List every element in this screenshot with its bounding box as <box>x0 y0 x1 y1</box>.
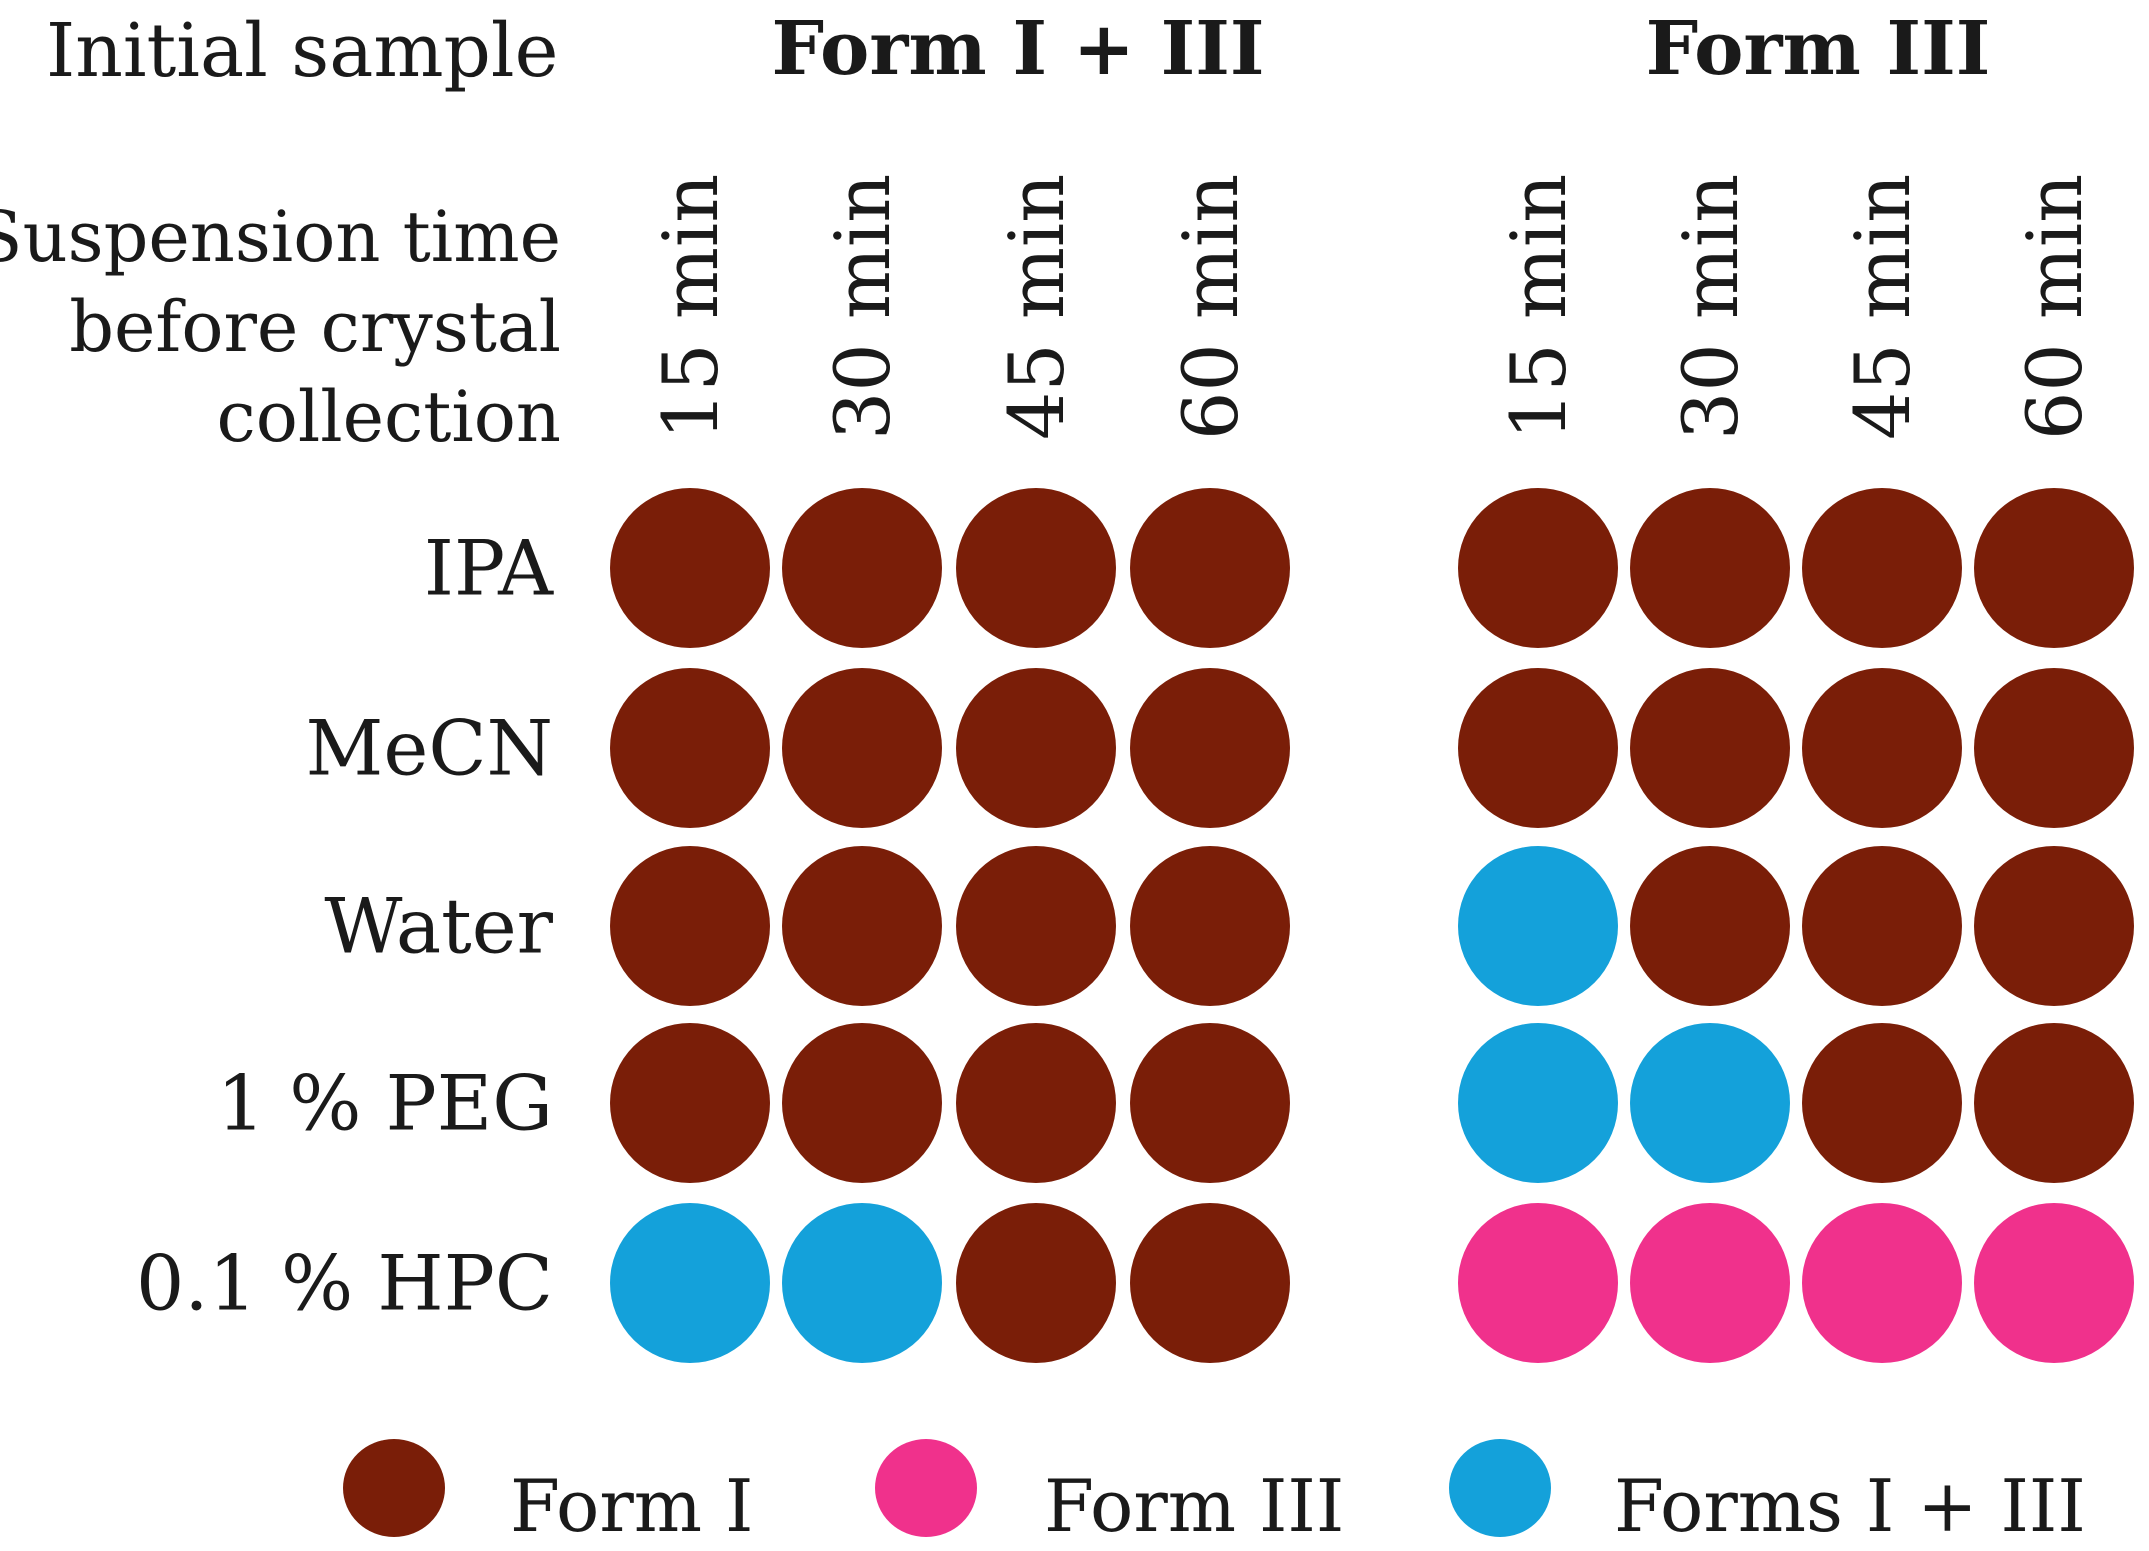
result-dot <box>1802 668 1962 828</box>
result-dot <box>1630 846 1790 1006</box>
result-dot <box>1630 488 1790 648</box>
legend-label: Form I <box>510 1464 754 1548</box>
result-dot <box>1974 1023 2134 1183</box>
result-dot <box>1802 488 1962 648</box>
result-dot <box>956 1023 1116 1183</box>
result-dot <box>1130 846 1290 1006</box>
group-header-form-i-iii: Form I + III <box>771 6 1265 92</box>
result-dot <box>1130 668 1290 828</box>
result-dot <box>1130 1203 1290 1363</box>
result-dot <box>1974 846 2134 1006</box>
result-dot <box>782 846 942 1006</box>
suspension-label-line-1: Suspension time <box>0 196 561 278</box>
row-label: MeCN <box>305 703 553 793</box>
result-dot <box>610 488 770 648</box>
result-dot <box>1802 1023 1962 1183</box>
row-label: 1 % PEG <box>216 1058 553 1148</box>
result-dot <box>1802 846 1962 1006</box>
result-dot <box>956 668 1116 828</box>
initial-sample-label: Initial sample <box>46 8 559 94</box>
result-dot <box>1630 1203 1790 1363</box>
result-dot <box>1802 1203 1962 1363</box>
result-dot <box>1458 668 1618 828</box>
result-dot <box>1974 488 2134 648</box>
result-dot <box>1458 846 1618 1006</box>
result-dot <box>1458 488 1618 648</box>
time-label: 60 min <box>2010 173 2099 440</box>
result-dot <box>782 1203 942 1363</box>
result-dot <box>1458 1023 1618 1183</box>
result-dot <box>1630 668 1790 828</box>
result-dot <box>1130 488 1290 648</box>
suspension-time-label: Suspension time before crystal collectio… <box>0 192 561 462</box>
legend-marker <box>1449 1439 1551 1537</box>
result-dot <box>782 668 942 828</box>
row-label: Water <box>324 881 553 971</box>
result-dot <box>610 668 770 828</box>
result-dot <box>610 1023 770 1183</box>
result-dot <box>1458 1203 1618 1363</box>
legend-label: Forms I + III <box>1614 1464 2086 1548</box>
time-label: 15 min <box>646 173 735 440</box>
suspension-label-line-2: before crystal <box>69 286 561 368</box>
result-dot <box>610 1203 770 1363</box>
suspension-label-line-3: collection <box>216 376 562 458</box>
time-label: 60 min <box>1166 173 1255 440</box>
result-dot <box>1130 1023 1290 1183</box>
row-label: 0.1 % HPC <box>136 1238 553 1328</box>
legend-label: Form III <box>1044 1464 1345 1548</box>
result-dot <box>1630 1023 1790 1183</box>
result-dot <box>782 1023 942 1183</box>
result-dot <box>1974 668 2134 828</box>
result-dot <box>956 488 1116 648</box>
result-dot <box>782 488 942 648</box>
result-dot <box>956 846 1116 1006</box>
row-label: IPA <box>423 523 553 613</box>
time-label: 30 min <box>818 173 907 440</box>
group-header-form-iii: Form III <box>1645 6 1991 92</box>
legend-marker <box>875 1439 977 1537</box>
result-dot <box>956 1203 1116 1363</box>
time-label: 15 min <box>1494 173 1583 440</box>
result-dot <box>1974 1203 2134 1363</box>
time-label: 45 min <box>1838 173 1927 440</box>
legend-marker <box>343 1439 445 1537</box>
result-dot <box>610 846 770 1006</box>
time-label: 30 min <box>1666 173 1755 440</box>
time-label: 45 min <box>992 173 1081 440</box>
